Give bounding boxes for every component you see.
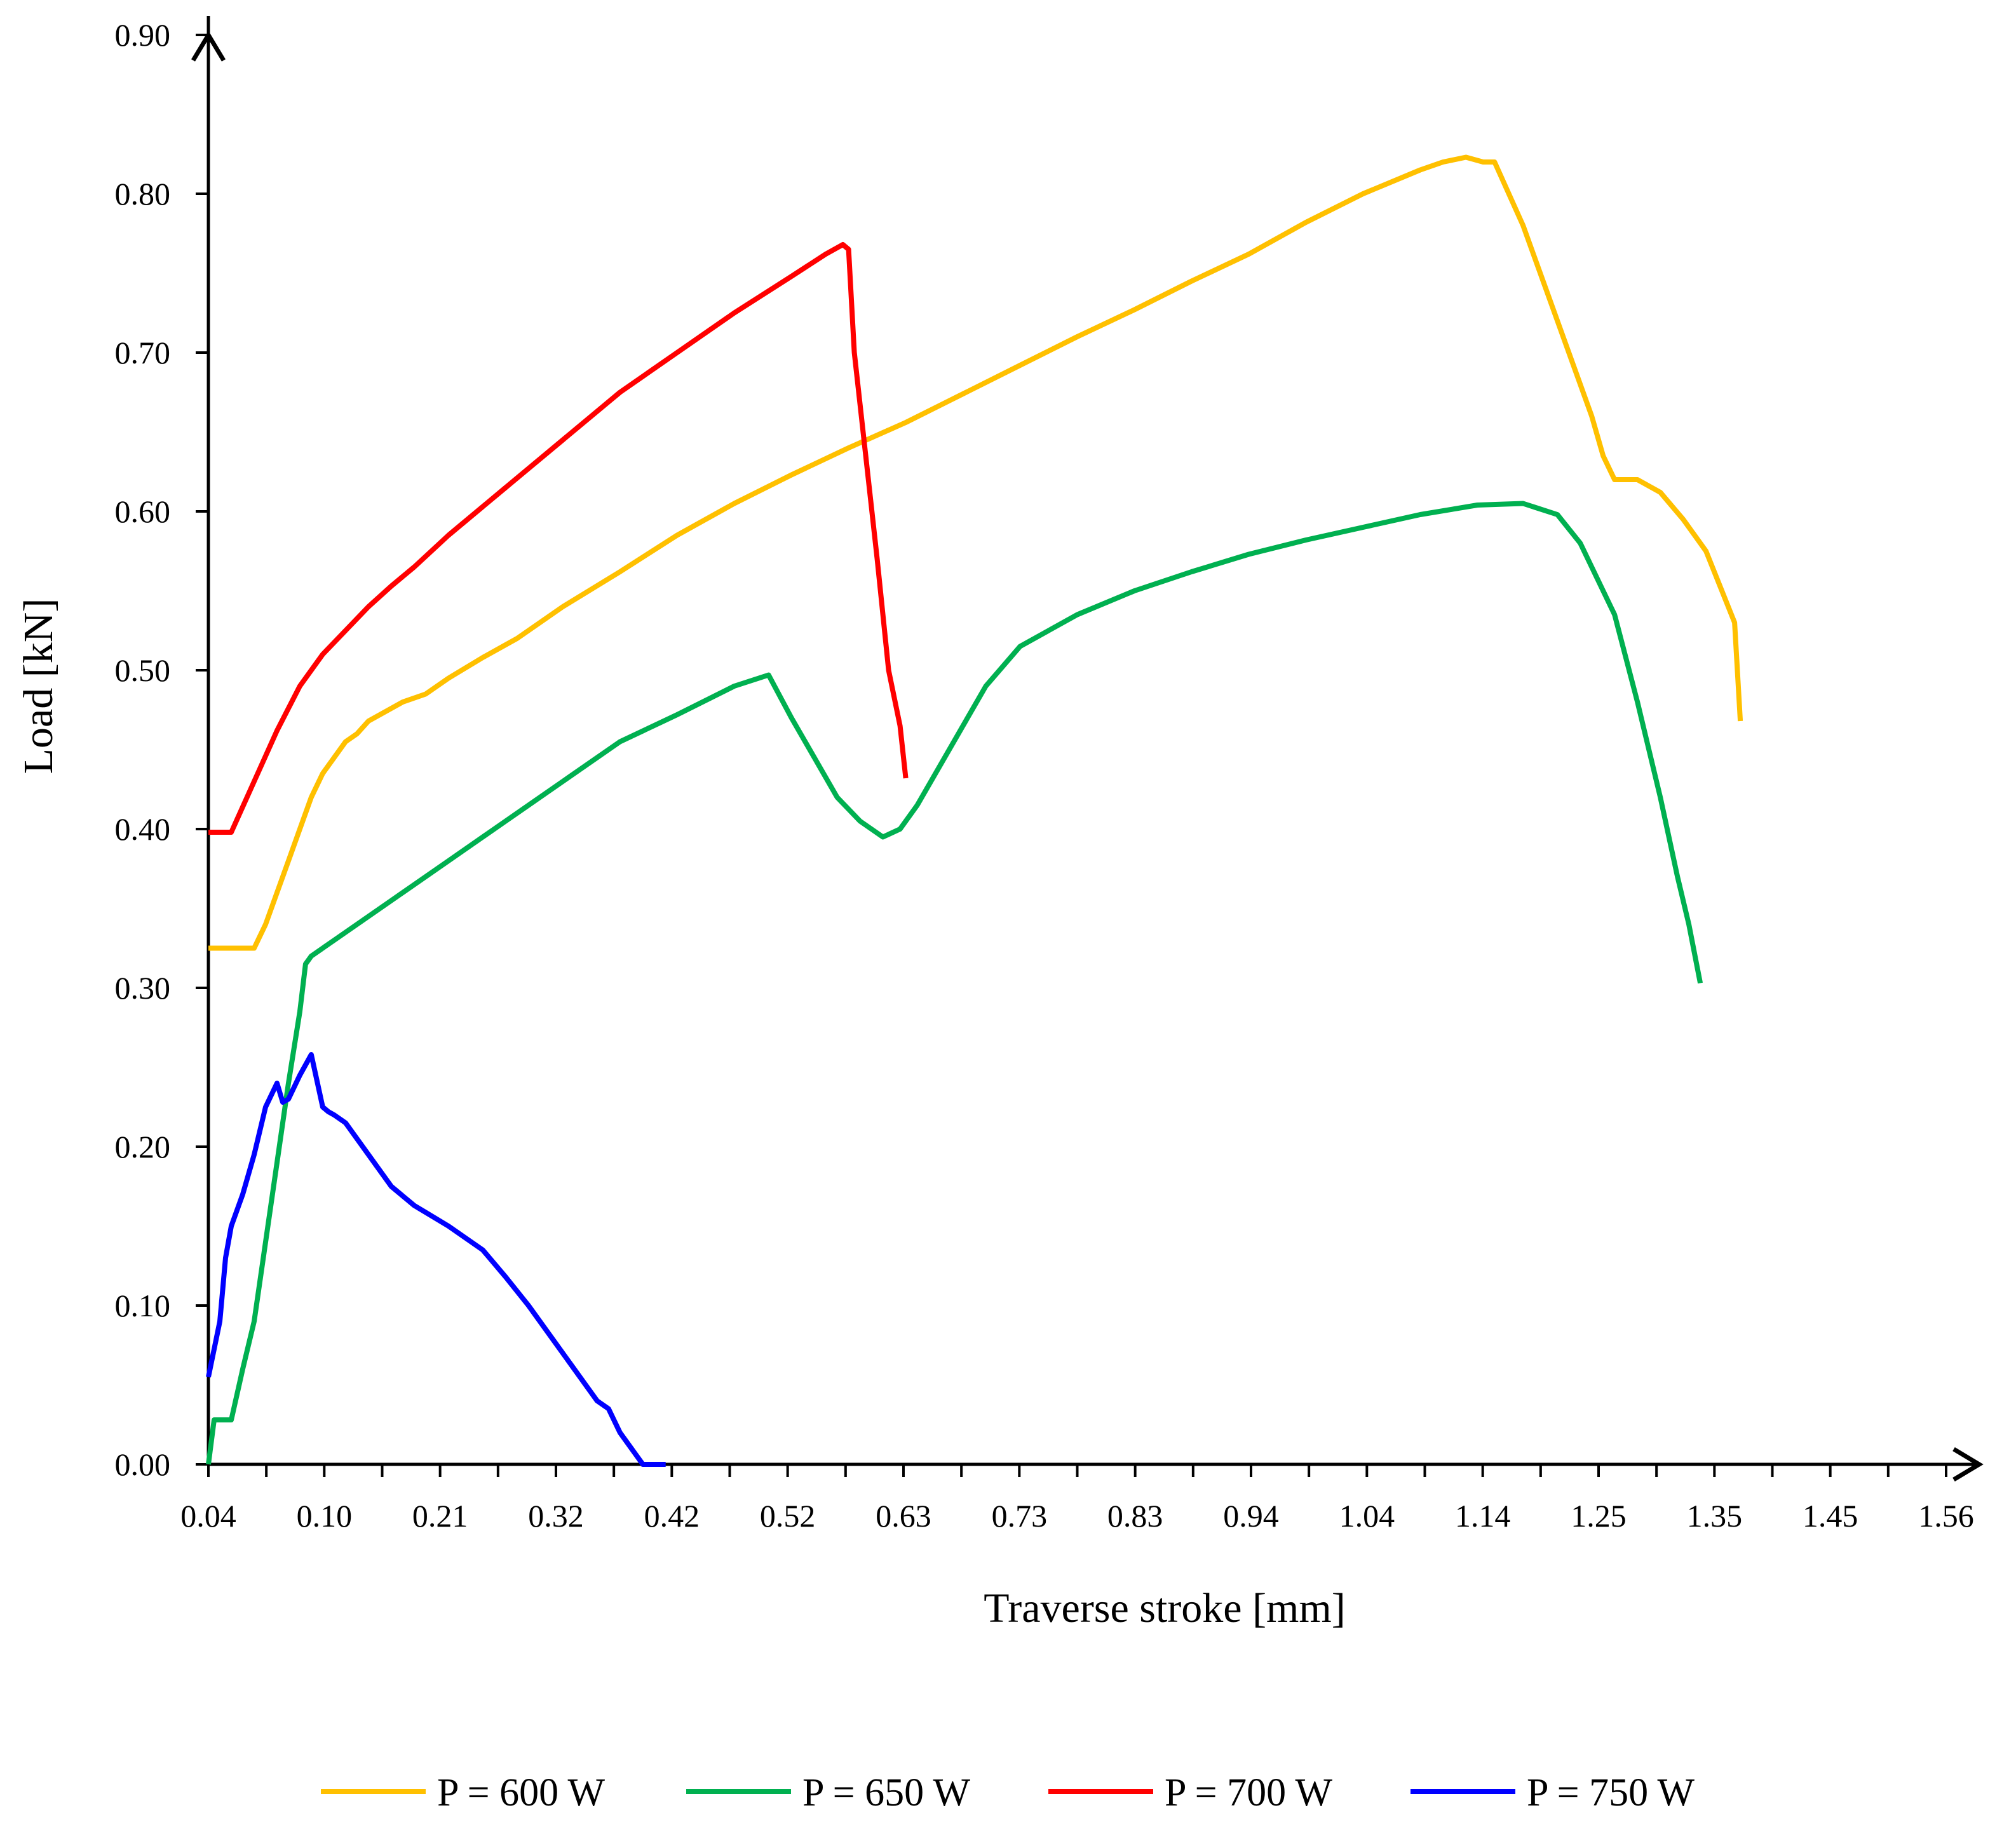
y-tick-label: 0.10 [115,1288,171,1323]
x-tick-label: 1.56 [1918,1498,1974,1534]
x-tick-label: 1.45 [1803,1498,1858,1534]
x-tick-label: 0.10 [297,1498,353,1534]
legend-label-3: P = 700 W [1165,1771,1333,1814]
x-tick-label: 0.73 [992,1498,1048,1534]
legend-label-2: P = 650 W [802,1771,971,1814]
x-axis-title: Traverse stroke [mm] [984,1585,1345,1631]
x-tick-label: 1.04 [1339,1498,1395,1534]
legend-label-1: P = 600 W [437,1771,605,1814]
series-line-3 [208,242,909,835]
y-tick-label: 0.80 [115,176,171,212]
y-tick-label: 0.70 [115,335,171,370]
series-line-4 [206,1052,666,1467]
series-line-2 [206,501,1703,1465]
y-tick-label: 0.90 [115,17,171,53]
x-tick-label: 1.35 [1687,1498,1743,1534]
x-axis-arrow-icon [1952,1447,1984,1482]
y-tick-label: 0.20 [115,1129,171,1164]
y-tick-label: 0.50 [115,652,171,688]
axes: 0.00 0.10 0.20 0.30 0.40 0.50 0.60 0.70 0.80 0.90… [115,16,1984,1534]
x-tick-label: 1.14 [1455,1498,1511,1534]
series-line-1 [208,154,1743,951]
x-tick-label: 0.42 [644,1498,700,1534]
x-tick-label: 0.04 [180,1498,236,1534]
x-tick-label: 0.52 [760,1498,816,1534]
legend-label-4: P = 750 W [1527,1771,1695,1814]
y-tick-label: 0.00 [115,1447,171,1482]
x-tick-label: 0.21 [412,1498,468,1534]
x-tick-label: 0.63 [876,1498,931,1534]
y-tick-label: 0.30 [115,970,171,1006]
y-tick-label: 0.60 [115,494,171,529]
x-tick-label: 0.83 [1107,1498,1163,1534]
series-lines [206,154,1743,1467]
x-tick-label: 0.32 [528,1498,584,1534]
x-tick-label: 1.25 [1571,1498,1627,1534]
legend: P = 600 W P = 650 W P = 700 W P = 750 W [321,1771,1695,1814]
y-axis-title: Load [kN] [15,598,62,774]
x-tick-label: 0.94 [1223,1498,1279,1534]
y-tick-label: 0.40 [115,811,171,847]
